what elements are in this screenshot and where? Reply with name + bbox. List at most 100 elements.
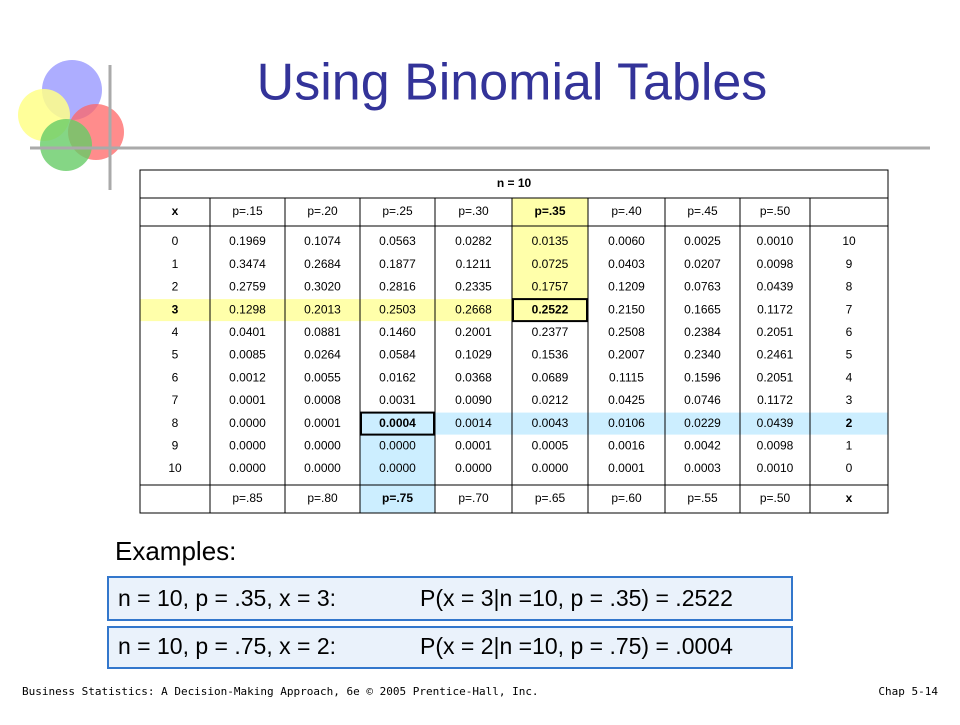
table-cell: 0.0043	[532, 416, 569, 430]
table-cell: 8	[172, 416, 179, 430]
table-cell: 0.1596	[684, 370, 721, 384]
table-cell: 0.2522	[532, 302, 569, 316]
column-footer: p=.70	[458, 491, 489, 505]
table-cell: 0.0135	[532, 234, 569, 248]
table-cell: 0.2461	[757, 348, 794, 362]
table-cell: 0.1757	[532, 280, 569, 294]
footer-left: Business Statistics: A Decision-Making A…	[22, 685, 539, 698]
table-cell: 0.3474	[229, 257, 266, 271]
table-cell: 3	[846, 393, 853, 407]
table-cell: 0.0162	[379, 370, 416, 384]
table-cell: 0.0001	[229, 393, 266, 407]
table-cell: 7	[846, 302, 853, 316]
table-cell: 0.0000	[532, 461, 569, 475]
column-header: x	[172, 204, 179, 218]
table-cell: 0.0000	[379, 438, 416, 452]
table-cell: 0.1298	[229, 302, 266, 316]
table-cell: 0.0401	[229, 325, 266, 339]
table-cell: 0.2051	[757, 370, 794, 384]
answer-box	[360, 411, 435, 436]
table-cell: 2	[172, 280, 179, 294]
table-cell: 0.0106	[608, 416, 645, 430]
table-cell: 0.3020	[304, 280, 341, 294]
table-cell: 9	[172, 438, 179, 452]
table-cell: 0.0403	[608, 257, 645, 271]
table-cell: 0.0098	[757, 257, 794, 271]
table-cell: 0.1877	[379, 257, 416, 271]
table-cell: 0.2684	[304, 257, 341, 271]
example-box	[107, 576, 793, 621]
table-cell: 0.1460	[379, 325, 416, 339]
table-cell: 0.0005	[532, 438, 569, 452]
n-label: n = 10	[497, 176, 532, 190]
column-highlight	[512, 198, 588, 322]
column-footer: p=.80	[307, 491, 338, 505]
table-cell: 0.2007	[608, 348, 645, 362]
table-cell: 4	[846, 370, 853, 384]
column-footer: p=.75	[382, 491, 413, 505]
table-cell: 0.0439	[757, 280, 794, 294]
table-cell: 0.0207	[684, 257, 721, 271]
table-cell: 0.0042	[684, 438, 721, 452]
table-cell: 0.0016	[608, 438, 645, 452]
table-cell: 0.1211	[456, 257, 492, 271]
column-header: p=.30	[458, 204, 489, 218]
table-cell: 8	[846, 280, 853, 294]
table-cell: 0.0008	[304, 393, 341, 407]
table-cell: 0.0439	[757, 416, 794, 430]
column-header: p=.25	[382, 204, 413, 218]
column-footer: p=.85	[232, 491, 263, 505]
table-cell: 0.0264	[304, 348, 341, 362]
table-cell: 0.0090	[455, 393, 492, 407]
column-highlight	[360, 412, 435, 513]
table-cell: 0.0000	[229, 416, 266, 430]
table-cell: 0.2668	[455, 302, 492, 316]
example-setup: n = 10, p = .75, x = 2:	[118, 633, 336, 659]
table-cell: 0.2759	[229, 280, 266, 294]
slide-title: Using Binomial Tables	[257, 54, 768, 112]
example-result: P(x = 2|n =10, p = .75) = .0004	[420, 633, 733, 659]
table-cell: 9	[846, 257, 853, 271]
table-cell: 0.2001	[455, 325, 492, 339]
table-cell: 0.2340	[684, 348, 721, 362]
table-cell: 0.2508	[608, 325, 645, 339]
table-cell: 0.0010	[757, 234, 794, 248]
table-cell: 5	[846, 348, 853, 362]
table-cell: 0.2335	[455, 280, 492, 294]
table-cell: 0.0004	[379, 416, 416, 430]
table-cell: 0.0098	[757, 438, 794, 452]
table-cell: 6	[172, 370, 179, 384]
table-cell: 0.0001	[608, 461, 645, 475]
column-header: p=.50	[760, 204, 791, 218]
table-cell: 0.0000	[455, 461, 492, 475]
table-cell: 0.2051	[757, 325, 794, 339]
table-cell: 0.0368	[455, 370, 492, 384]
table-cell: 0.0725	[532, 257, 569, 271]
examples-label: Examples:	[115, 536, 236, 566]
table-cell: 0.2816	[379, 280, 416, 294]
row-highlight	[360, 412, 888, 435]
table-cell: 7	[172, 393, 179, 407]
table-cell: 6	[846, 325, 853, 339]
table-cell: 0	[846, 461, 853, 475]
table-cell: 0.0085	[229, 348, 266, 362]
example-setup: n = 10, p = .35, x = 3:	[118, 585, 336, 611]
column-footer: p=.50	[760, 491, 791, 505]
table-cell: 0.0012	[229, 370, 266, 384]
table-cell: 0.0031	[379, 393, 416, 407]
table-cell: 0.0212	[532, 393, 569, 407]
table-cell: 0.2384	[684, 325, 721, 339]
table-border	[139, 169, 889, 514]
table-cell: 0.0014	[455, 416, 492, 430]
table-cell: 0.2150	[608, 302, 645, 316]
table-cell: 0.0746	[684, 393, 721, 407]
table-cell: 0.0003	[684, 461, 721, 475]
table-cell: 1	[172, 257, 179, 271]
table-cell: 0.1536	[532, 348, 569, 362]
table-cell: 0.0001	[455, 438, 492, 452]
table-cell: 0.0563	[379, 234, 416, 248]
table-cell: 0.1209	[608, 280, 645, 294]
example-box	[107, 626, 793, 669]
example-result: P(x = 3|n =10, p = .35) = .2522	[420, 585, 733, 611]
table-cell: 0.1665	[684, 302, 721, 316]
